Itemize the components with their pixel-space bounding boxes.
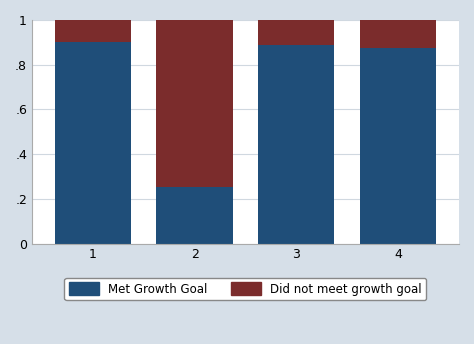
Bar [258, 45, 335, 244]
Bar [156, 186, 233, 244]
Bar [156, 20, 233, 186]
Legend: Met Growth Goal, Did not meet growth goal: Met Growth Goal, Did not meet growth goa… [64, 278, 427, 300]
Bar [258, 20, 335, 45]
Bar [360, 48, 436, 244]
Bar [360, 20, 436, 48]
Bar [55, 42, 131, 244]
Bar [55, 20, 131, 42]
